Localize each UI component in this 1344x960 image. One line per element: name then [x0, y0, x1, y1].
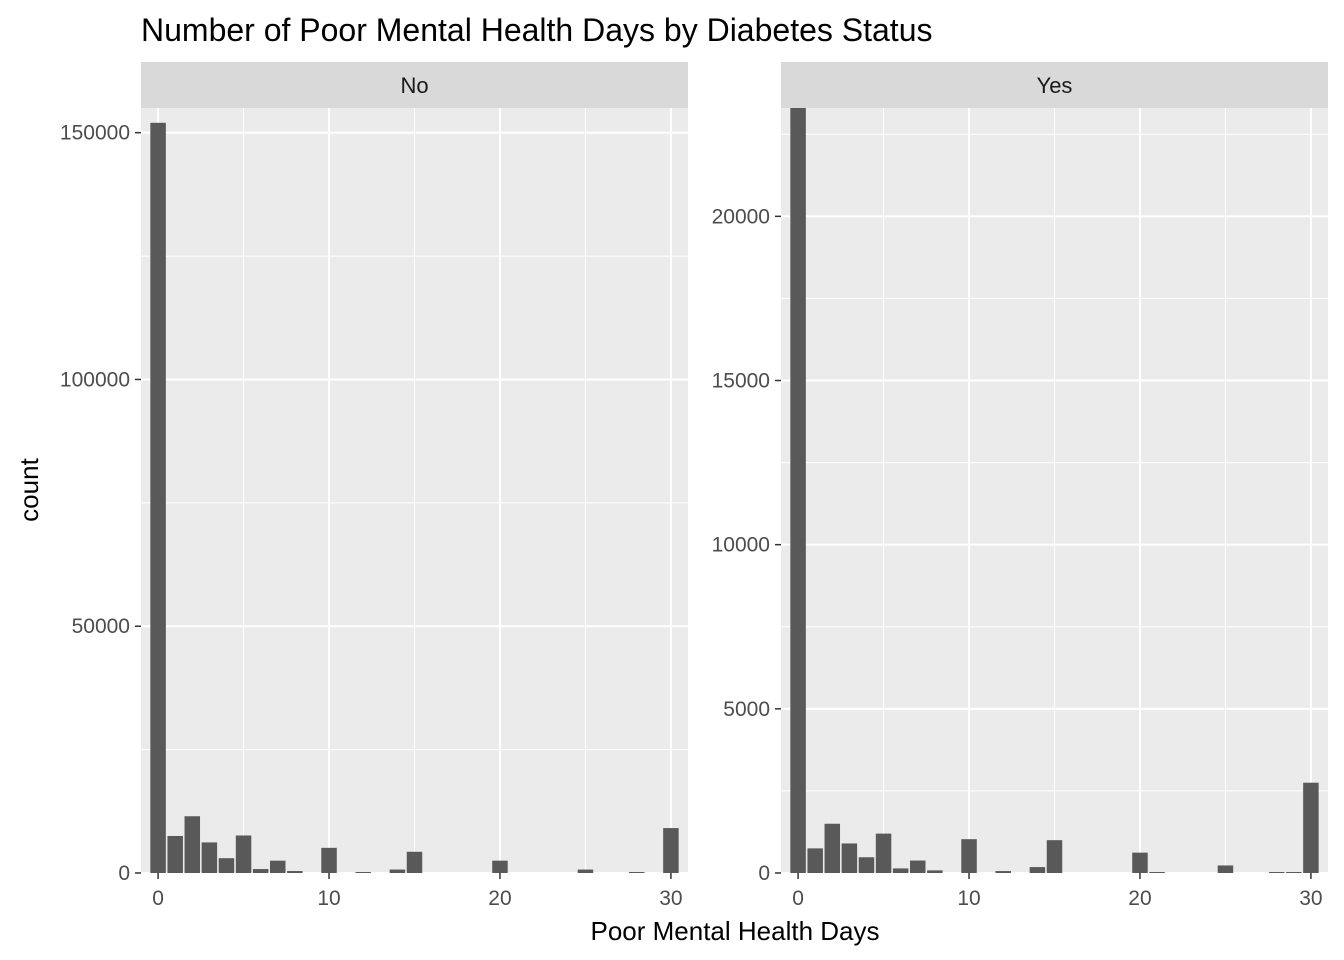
bar-yes-10	[961, 839, 977, 873]
x-axis-title: Poor Mental Health Days	[590, 916, 879, 946]
bar-no-3	[201, 842, 218, 873]
bar-yes-7	[910, 860, 926, 873]
bar-yes-12	[995, 871, 1011, 873]
y-tick-label: 15000	[712, 370, 770, 393]
bar-yes-2	[824, 823, 841, 873]
bar-no-12	[355, 872, 371, 873]
bar-yes-0	[790, 108, 806, 873]
bar-yes-28	[1268, 872, 1285, 873]
y-tick-label: 0	[118, 862, 130, 885]
bar-yes-20	[1132, 852, 1148, 873]
x-tick-label: 0	[792, 887, 804, 910]
x-tick-label: 20	[1128, 887, 1151, 910]
strip-label-no: No	[400, 73, 428, 98]
bar-no-30	[663, 828, 679, 873]
bar-yes-30	[1303, 782, 1319, 873]
panel-yes: Yes 0 5000 10000 15000 20000 0 10 20 30	[712, 62, 1328, 910]
x-tick-label: 30	[659, 887, 682, 910]
y-tick-label: 0	[758, 862, 770, 885]
bar-no-2	[184, 816, 201, 873]
bar-yes-3	[841, 843, 858, 873]
strip-yes	[781, 62, 1328, 108]
x-tick-label: 10	[957, 887, 980, 910]
bar-no-25	[577, 869, 594, 873]
bar-yes-1	[807, 848, 823, 873]
y-tick-label: 10000	[712, 534, 770, 557]
bar-yes-29	[1286, 872, 1302, 873]
y-tick-label: 5000	[723, 698, 770, 721]
y-axis-title: count	[14, 457, 44, 521]
chart-title: Number of Poor Mental Health Days by Dia…	[141, 12, 932, 48]
x-tick-label: 10	[317, 887, 340, 910]
bar-yes-14	[1029, 867, 1046, 873]
bar-no-5	[235, 835, 252, 873]
x-tick-label: 20	[488, 887, 511, 910]
bar-yes-25	[1217, 865, 1234, 873]
x-tick-label: 0	[152, 887, 164, 910]
bar-no-28	[628, 872, 645, 873]
y-tick-label: 100000	[60, 368, 130, 391]
bar-yes-15	[1046, 840, 1063, 873]
bar-yes-5	[875, 833, 892, 873]
bar-no-10	[321, 847, 337, 873]
strip-no	[141, 62, 688, 108]
bar-no-14	[389, 869, 406, 873]
bar-no-15	[406, 851, 423, 873]
x-tick-label: 30	[1299, 887, 1322, 910]
bar-yes-6	[892, 868, 909, 873]
bar-no-1	[167, 835, 183, 873]
y-tick-label: 50000	[72, 615, 130, 638]
bar-yes-21	[1149, 872, 1165, 873]
bar-yes-4	[858, 857, 875, 873]
y-tick-label: 20000	[712, 205, 770, 228]
strip-label-yes: Yes	[1037, 73, 1073, 98]
bar-no-4	[218, 858, 235, 873]
bar-no-7	[270, 860, 286, 873]
bar-yes-8	[927, 870, 943, 873]
y-tick-label: 150000	[60, 122, 130, 145]
panel-no: No 0 50000 100000 150000 0 10 20 30	[60, 62, 688, 910]
bar-no-20	[492, 860, 508, 873]
bar-no-6	[252, 869, 269, 873]
bar-no-0	[150, 122, 166, 873]
bar-no-8	[287, 871, 303, 873]
